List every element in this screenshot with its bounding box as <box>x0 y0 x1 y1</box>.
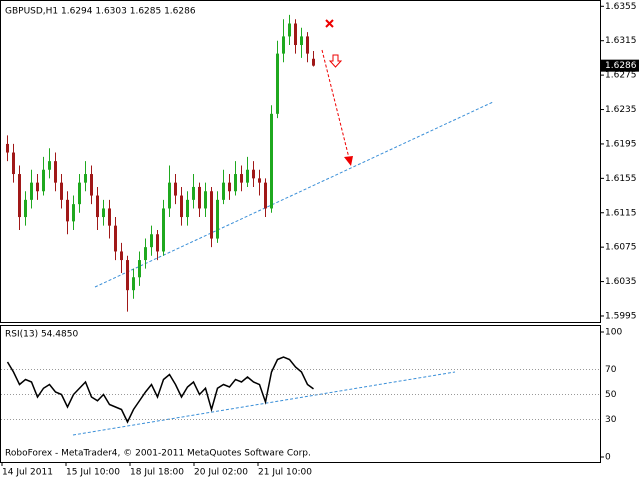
candle-body <box>120 251 123 261</box>
candle-body <box>60 182 63 200</box>
y-tick-label: 1.6115 <box>605 208 637 218</box>
candle-body <box>246 169 249 183</box>
candle-body <box>252 169 255 179</box>
candle-body <box>144 247 147 261</box>
candle-body <box>198 186 201 209</box>
candle-body <box>204 191 207 209</box>
x-tick-label: 14 Jul 2011 <box>2 468 53 478</box>
y-tick-label: 50 <box>605 390 617 400</box>
candle-body <box>222 182 225 200</box>
candle-body <box>12 152 15 175</box>
y-tick-label: 1.6155 <box>605 174 637 184</box>
price-panel <box>0 0 601 323</box>
candle-body <box>42 169 45 192</box>
y-tick-label: 70 <box>605 365 617 375</box>
candle-body <box>102 208 105 218</box>
candle-body <box>36 182 39 192</box>
candle-body <box>24 199 27 218</box>
footer: RoboForex - MetaTrader4, © 2001-2011 Met… <box>5 449 311 459</box>
y-tick-label: 1.5995 <box>605 311 637 321</box>
x-tick-label: 18 Jul 18:00 <box>130 468 184 478</box>
y-tick-label: 1.6075 <box>605 243 637 253</box>
x-tick-label: 20 Jul 02:00 <box>194 468 248 478</box>
rsi-trend-line <box>72 371 456 436</box>
candle-body <box>108 208 111 226</box>
candle-body <box>168 182 171 209</box>
candle-body <box>78 182 81 205</box>
candle-body <box>210 191 213 239</box>
candle-body <box>300 36 303 46</box>
y-tick-label: 1.6315 <box>605 36 637 46</box>
y-tick-label: 0 <box>605 453 611 463</box>
candle-body <box>270 113 273 209</box>
current-price-box <box>601 59 639 72</box>
x-tick-label: 21 Jul 10:00 <box>258 468 312 478</box>
y-tick-label: 1.6035 <box>605 277 637 287</box>
candle-body <box>240 174 243 183</box>
candle-body <box>90 174 93 196</box>
candle-body <box>66 199 69 222</box>
candle-body <box>174 182 177 196</box>
candle-body <box>294 23 297 46</box>
candle-body <box>162 208 165 252</box>
candle-body <box>96 195 99 218</box>
candle-body <box>54 161 57 183</box>
y-tick-label: 1.6235 <box>605 105 637 115</box>
x-tick-label: 15 Jul 10:00 <box>66 468 120 478</box>
y-tick-label: 1.6275 <box>605 71 637 81</box>
candle-body <box>30 182 33 200</box>
trend-line <box>94 101 494 288</box>
candle-body <box>138 260 141 278</box>
stop-mark <box>325 19 334 28</box>
candle-body <box>276 53 279 114</box>
y-tick-label: 30 <box>605 415 617 425</box>
candle-body <box>216 199 219 239</box>
arrow-head <box>344 156 353 166</box>
forecast-arrow <box>321 49 350 159</box>
candle-body <box>306 36 309 54</box>
rsi-title: RSI(13) 54.4850 <box>5 330 78 340</box>
candle-body <box>126 260 129 291</box>
candle-body <box>48 161 51 170</box>
chart-title: GBPUSD,H1 1.6294 1.6303 1.6285 1.6286 <box>5 7 196 17</box>
y-tick-label: 100 <box>605 328 622 338</box>
candle-body <box>150 234 153 248</box>
candle-body <box>114 225 117 252</box>
candle-body <box>192 186 195 200</box>
candle-body <box>186 199 189 218</box>
candle-body <box>72 204 75 222</box>
candle-body <box>228 182 231 192</box>
candle-body <box>132 277 135 291</box>
current-price-label: 1.6286 <box>605 61 637 71</box>
candle-body <box>264 182 267 209</box>
y-tick-label: 1.6195 <box>605 139 637 149</box>
candle-body <box>234 174 237 192</box>
candle-body <box>282 36 285 54</box>
candle-body <box>156 234 159 252</box>
rsi-line <box>6 356 314 424</box>
rsi-panel <box>0 325 601 463</box>
candle-body <box>6 143 9 153</box>
sell-arrow <box>328 54 343 68</box>
candle-body <box>180 195 183 218</box>
y-tick-label: 1.6355 <box>605 2 637 12</box>
candle-body <box>84 174 87 183</box>
candle-body <box>258 178 261 183</box>
candle-body <box>288 23 291 37</box>
candle-body <box>18 174 21 218</box>
candle-body <box>312 58 315 66</box>
